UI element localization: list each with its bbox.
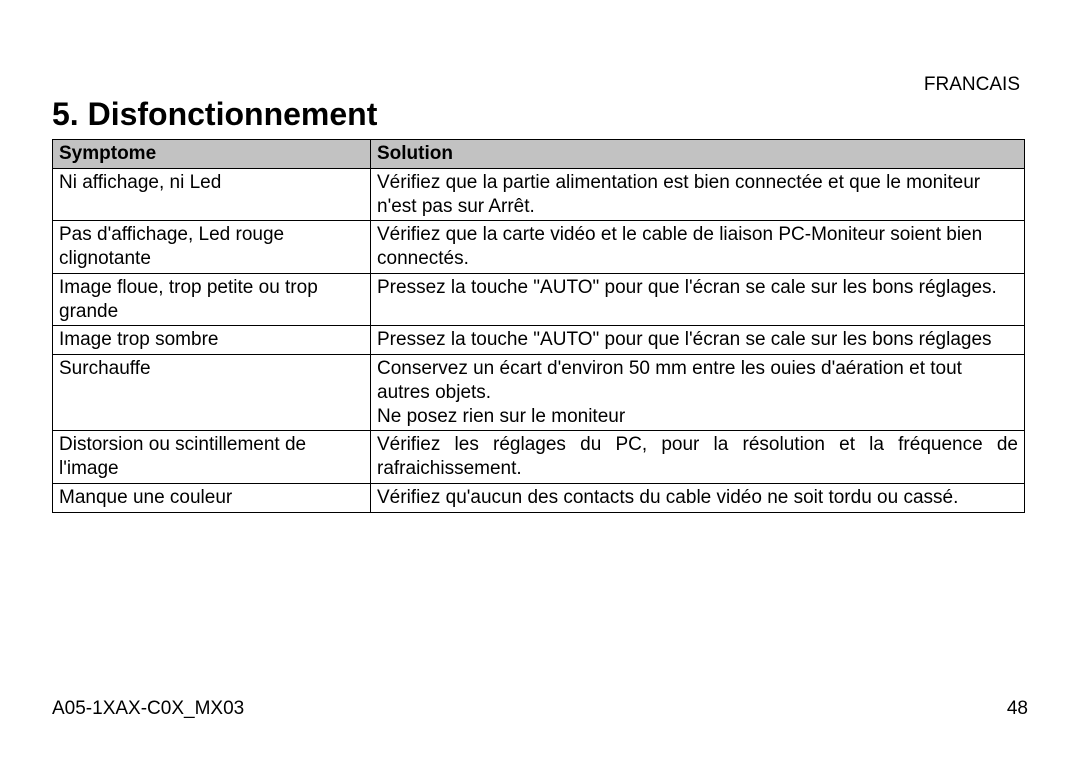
- page: FRANCAIS 5. Disfonctionnement Symptome S…: [0, 0, 1080, 764]
- solution-cell: Pressez la touche "AUTO" pour que l'écra…: [371, 326, 1025, 355]
- symptom-cell: Surchauffe: [53, 355, 371, 431]
- solution-cell: Pressez la touche "AUTO" pour que l'écra…: [371, 273, 1025, 326]
- table-row: Distorsion ou scintillement de l'imageVé…: [53, 431, 1025, 484]
- table-body: Ni affichage, ni LedVérifiez que la part…: [53, 168, 1025, 512]
- page-footer: A05-1XAX-C0X_MX03 48: [52, 698, 1028, 720]
- col-header-symptom: Symptome: [53, 140, 371, 169]
- table-row: Manque une couleurVérifiez qu'aucun des …: [53, 483, 1025, 512]
- table-row: Pas d'affichage, Led rouge clignotanteVé…: [53, 221, 1025, 274]
- symptom-cell: Pas d'affichage, Led rouge clignotante: [53, 221, 371, 274]
- col-header-solution: Solution: [371, 140, 1025, 169]
- troubleshooting-table: Symptome Solution Ni affichage, ni LedVé…: [52, 139, 1025, 513]
- solution-cell: Vérifiez qu'aucun des contacts du cable …: [371, 483, 1025, 512]
- symptom-cell: Ni affichage, ni Led: [53, 168, 371, 221]
- solution-cell: Vérifiez les réglages du PC, pour la rés…: [371, 431, 1025, 484]
- solution-cell: Vérifiez que la carte vidéo et le cable …: [371, 221, 1025, 274]
- symptom-cell: Image trop sombre: [53, 326, 371, 355]
- symptom-cell: Image floue, trop petite ou trop grande: [53, 273, 371, 326]
- solution-cell: Conservez un écart d'environ 50 mm entre…: [371, 355, 1025, 431]
- table-row: SurchauffeConservez un écart d'environ 5…: [53, 355, 1025, 431]
- section-heading: 5. Disfonctionnement: [52, 96, 1028, 133]
- solution-cell: Vérifiez que la partie alimentation est …: [371, 168, 1025, 221]
- table-header-row: Symptome Solution: [53, 140, 1025, 169]
- table-row: Image trop sombrePressez la touche "AUTO…: [53, 326, 1025, 355]
- symptom-cell: Manque une couleur: [53, 483, 371, 512]
- table-row: Image floue, trop petite ou trop grandeP…: [53, 273, 1025, 326]
- doc-code: A05-1XAX-C0X_MX03: [52, 698, 244, 720]
- table-row: Ni affichage, ni LedVérifiez que la part…: [53, 168, 1025, 221]
- language-label: FRANCAIS: [924, 74, 1020, 96]
- page-number: 48: [1007, 698, 1028, 720]
- symptom-cell: Distorsion ou scintillement de l'image: [53, 431, 371, 484]
